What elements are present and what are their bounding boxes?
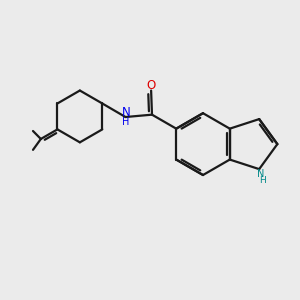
Text: H: H [122,117,130,127]
Text: H: H [260,176,266,185]
Text: N: N [257,169,265,179]
Text: N: N [122,106,130,118]
Text: O: O [146,79,156,92]
